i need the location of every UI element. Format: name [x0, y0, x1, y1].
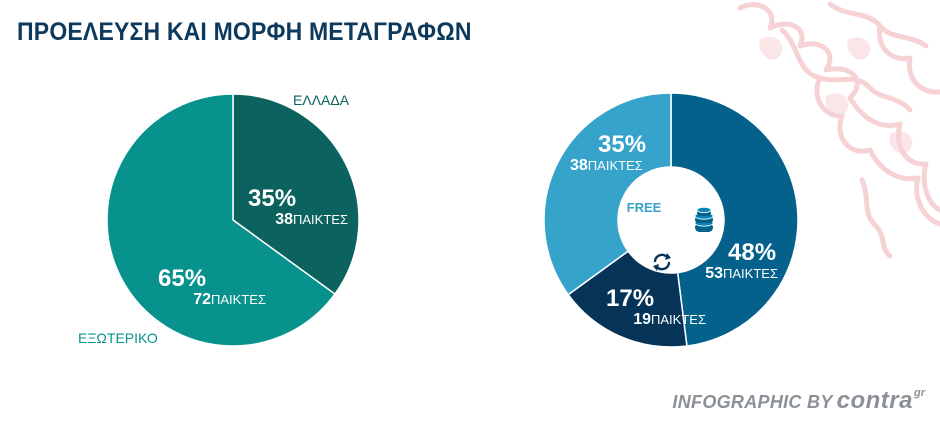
pie-slice-abroad — [106, 93, 336, 347]
count-label-swap: 19ΠΑΙΚΤΕΣ — [633, 311, 706, 328]
count-label-paid: 53ΠΑΙΚΤΕΣ — [705, 265, 778, 282]
credit-prefix: INFOGRAPHIC BY — [672, 392, 833, 412]
count-label-free: 38ΠΑΙΚΤΕΣ — [570, 157, 643, 174]
count-label-greece: 38ΠΑΙΚΤΕΣ — [275, 211, 348, 228]
percent-label-greece: 35% — [248, 185, 296, 212]
brand-logo-text: contra — [836, 387, 913, 414]
transfer-type-donut-chart: FREE 35% 38ΠΑΙΚΤΕΣ 48% 53ΠΑΙΚΤΕΣ 17% 19Π… — [543, 92, 799, 348]
page-title: ΠΡΟΕΛΕΥΣΗ ΚΑΙ ΜΟΡΦΗ ΜΕΤΑΓΡΑΦΩΝ — [17, 18, 472, 46]
pie-slice-greece — [232, 93, 360, 296]
percent-label-paid: 48% — [728, 239, 776, 266]
coins-icon — [694, 206, 714, 232]
infographic-credit: INFOGRAPHIC BY contragr — [672, 387, 925, 415]
decorative-statue-outline — [737, 1, 940, 259]
swap-arrows-icon — [653, 253, 671, 271]
count-label-abroad: 72ΠΑΙΚΤΕΣ — [193, 291, 266, 308]
brand-suffix: gr — [914, 387, 925, 399]
slice-label-greece: ΕΛΛΑΔΑ — [293, 92, 350, 108]
percent-label-swap: 17% — [606, 285, 654, 312]
slice-label-abroad: ΕΞΩΤΕΡΙΚΟ — [78, 330, 158, 346]
percent-label-free: 35% — [598, 131, 646, 158]
origin-pie-chart: ΕΛΛΑΔΑ ΕΞΩΤΕΡΙΚΟ 35% 38ΠΑΙΚΤΕΣ 65% 72ΠΑΙ… — [78, 92, 360, 347]
percent-label-abroad: 65% — [158, 265, 206, 292]
donut-center-label: FREE — [627, 200, 662, 215]
donut-slice-swap — [567, 250, 688, 348]
donut-slice-paid — [670, 92, 799, 347]
donut-slice-free — [543, 92, 672, 296]
